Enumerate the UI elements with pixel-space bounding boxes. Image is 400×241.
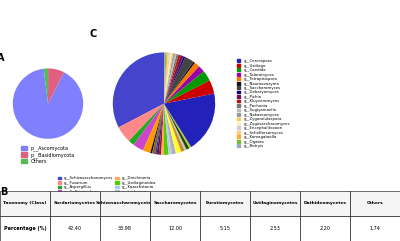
Wedge shape [164,54,176,104]
Wedge shape [164,104,191,148]
Wedge shape [113,53,164,127]
Wedge shape [134,104,164,150]
Wedge shape [164,104,169,155]
Wedge shape [161,104,164,155]
Wedge shape [164,71,210,104]
Text: C: C [90,29,97,39]
Wedge shape [164,66,204,104]
Text: B: B [0,187,7,197]
Wedge shape [152,104,164,154]
Wedge shape [150,104,164,154]
Wedge shape [164,54,181,104]
Wedge shape [164,63,199,104]
Wedge shape [48,68,64,104]
Legend: p__Ascomycota, p__Basidiomycota, Others: p__Ascomycota, p__Basidiomycota, Others [20,145,76,165]
Wedge shape [164,53,169,104]
Wedge shape [164,53,166,104]
Wedge shape [164,53,168,104]
Wedge shape [164,104,171,155]
Wedge shape [164,80,214,104]
Wedge shape [155,104,164,154]
Wedge shape [44,68,48,104]
Wedge shape [164,53,165,104]
Wedge shape [159,104,164,155]
Wedge shape [164,56,185,104]
Wedge shape [164,104,185,152]
Wedge shape [164,94,215,147]
Wedge shape [164,53,173,104]
Wedge shape [13,69,83,139]
Wedge shape [164,104,172,154]
Wedge shape [164,62,195,104]
Wedge shape [164,53,175,104]
Wedge shape [119,104,164,141]
Text: A: A [0,53,4,63]
Wedge shape [164,104,189,149]
Wedge shape [143,104,164,153]
Wedge shape [164,104,181,154]
Wedge shape [164,55,184,104]
Wedge shape [129,104,164,145]
Wedge shape [156,104,164,154]
Legend: g__Cercospora, g__Ustilago, g__Candida, g__Talaromyces, g__Tetrapisispora, g__Na: g__Cercospora, g__Ustilago, g__Candida, … [236,59,290,148]
Wedge shape [164,53,172,104]
Wedge shape [164,53,170,104]
Wedge shape [164,54,179,104]
Wedge shape [164,57,193,104]
Wedge shape [164,104,187,150]
Wedge shape [164,104,176,154]
